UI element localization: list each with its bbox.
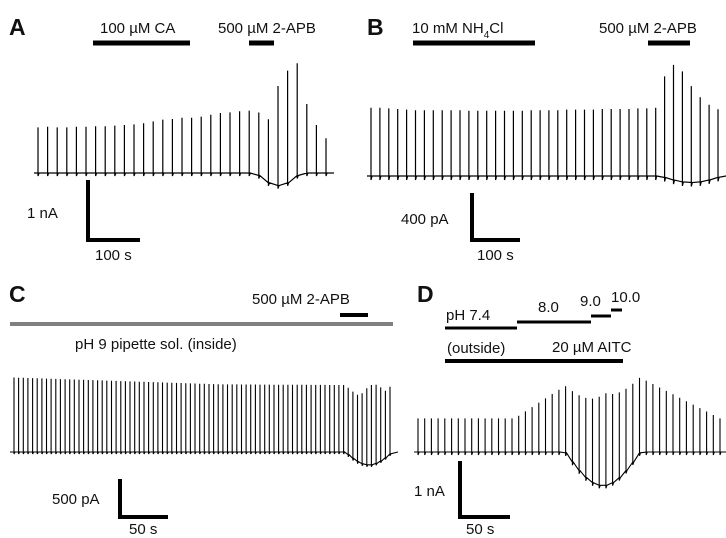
- panel-b-nh4cl-label-sub: 4: [484, 30, 490, 41]
- panel-b-label: B: [367, 14, 384, 40]
- panel-d-ph100-label: 10.0: [611, 289, 640, 306]
- panel-a-scale-y-label: 1 nA: [27, 205, 58, 222]
- panel-d-ph80-label: 8.0: [538, 299, 559, 316]
- panel-d-ph90-label: 9.0: [580, 293, 601, 310]
- panel-d-scale-x-label: 50 s: [466, 521, 494, 538]
- panel-b-nh4cl-label-main: 10 mM NH: [412, 20, 484, 37]
- panel-b-2apb-label: 500 µM 2-APB: [599, 20, 697, 37]
- panel-a-scale-bar: [86, 180, 140, 242]
- panel-b-nh4cl-label-end: Cl: [489, 20, 503, 37]
- panel-d: D pH 7.4 8.0 9.0 10.0 (outside) 20 µM AI…: [414, 281, 726, 538]
- panel-c-label: C: [9, 281, 26, 307]
- panel-c-current-trace: [10, 377, 399, 468]
- panel-c: C 500 µM 2-APB pH 9 pipette sol. (inside…: [9, 281, 399, 538]
- panel-d-aitc-label: 20 µM AITC: [552, 339, 632, 356]
- panel-b-scale-bar: [470, 193, 520, 242]
- panel-c-pipette-label: pH 9 pipette sol. (inside): [75, 336, 237, 353]
- panel-c-scale-bar: [118, 479, 168, 519]
- panel-d-ph74-label: pH 7.4: [446, 307, 490, 324]
- panel-b-current-trace: [367, 64, 726, 187]
- panel-c-scale-x-label: 50 s: [129, 521, 157, 538]
- panel-b: B 10 mM NH4Cl 500 µM 2-APB 400 pA 100 s: [367, 14, 726, 264]
- panel-d-scale-y-label: 1 nA: [414, 483, 445, 500]
- panel-a-scale-x-label: 100 s: [95, 247, 132, 264]
- panel-d-label: D: [417, 281, 434, 307]
- panel-a-current-trace: [34, 63, 334, 189]
- panel-a-2apb-label: 500 µM 2-APB: [218, 20, 316, 37]
- panel-c-scale-y-label: 500 pA: [52, 491, 100, 508]
- panel-a-ca-label: 100 µM CA: [100, 20, 175, 37]
- panel-b-scale-y-label: 400 pA: [401, 211, 449, 228]
- panel-d-current-trace: [414, 377, 726, 489]
- panel-a-label: A: [9, 14, 26, 40]
- panel-d-scale-bar: [458, 461, 510, 519]
- panel-c-2apb-label: 500 µM 2-APB: [252, 291, 350, 308]
- panel-b-scale-x-label: 100 s: [477, 247, 514, 264]
- panel-d-outside-label: (outside): [447, 340, 505, 357]
- panel-a: A 100 µM CA 500 µM 2-APB 1 nA 100 s: [9, 14, 334, 264]
- panel-b-nh4cl-label: 10 mM NH4Cl: [412, 20, 503, 41]
